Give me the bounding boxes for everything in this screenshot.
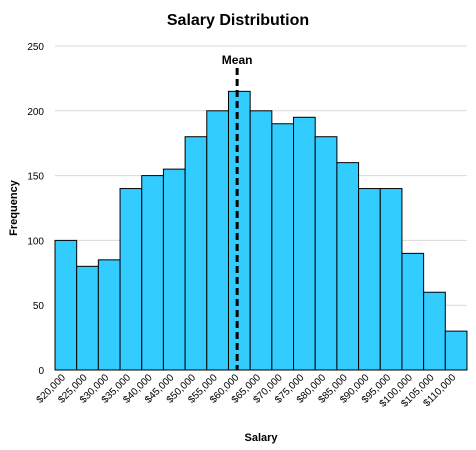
bar-95000 xyxy=(379,188,403,371)
bar-105000 xyxy=(423,291,446,371)
bar-35000 xyxy=(119,188,143,371)
bar-55000 xyxy=(206,110,229,371)
y-axis-title: Frequency xyxy=(8,179,20,236)
bar-90000 xyxy=(358,188,381,371)
x-axis-tick-labels: $20,000$25,000$30,000$35,000$40,000$45,0… xyxy=(35,372,459,410)
y-tick-label-200: 200 xyxy=(27,107,44,118)
bars xyxy=(54,90,468,371)
mean-marker: Mean xyxy=(222,53,253,370)
bar-40000 xyxy=(141,175,164,371)
chart-title: Salary Distribution xyxy=(167,12,309,29)
mean-label: Mean xyxy=(222,53,253,67)
bar-65000 xyxy=(249,110,273,371)
y-tick-label-0: 0 xyxy=(38,366,44,377)
bar-100000 xyxy=(401,252,425,371)
bar-80000 xyxy=(314,136,338,371)
bar-70000 xyxy=(271,123,295,371)
y-tick-label-250: 250 xyxy=(27,42,44,53)
bar-110000 xyxy=(444,330,468,371)
bar-85000 xyxy=(336,162,360,371)
y-tick-label-100: 100 xyxy=(27,236,44,247)
bar-75000 xyxy=(293,116,316,371)
bar-50000 xyxy=(184,136,208,371)
x-axis-title: Salary xyxy=(244,432,278,444)
y-tick-label-150: 150 xyxy=(27,172,44,183)
bar-25000 xyxy=(76,265,99,371)
y-tick-label-50: 50 xyxy=(33,301,45,312)
y-axis-tick-labels: 0 50 100 150 200 250 xyxy=(27,42,44,377)
bar-45000 xyxy=(162,168,186,371)
bar-60000 xyxy=(227,90,251,371)
bar-20000 xyxy=(54,239,78,371)
bar-30000 xyxy=(97,259,121,371)
